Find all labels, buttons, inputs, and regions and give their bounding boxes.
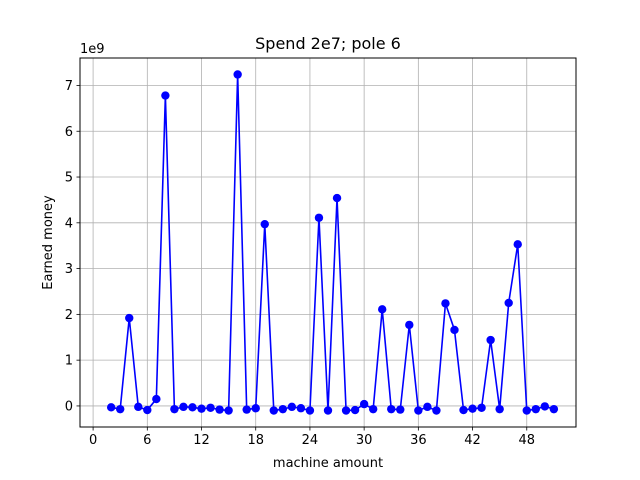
data-point [359, 399, 369, 409]
data-point [495, 404, 504, 414]
x-tick-label: 0 [89, 433, 97, 448]
y-tick-label: 5 [65, 171, 73, 186]
data-point [287, 402, 297, 412]
data-point [206, 403, 215, 412]
data-point [233, 70, 242, 79]
data-point [314, 213, 324, 222]
data-point [269, 406, 278, 415]
y-tick-label: 1 [65, 354, 73, 369]
data-point [278, 404, 288, 414]
data-point [260, 219, 269, 229]
data-point [432, 406, 441, 415]
data-point [215, 405, 224, 414]
data-point [405, 320, 414, 330]
data-point [170, 404, 179, 414]
data-point [188, 403, 197, 412]
data-point [540, 402, 550, 411]
data-point [486, 335, 495, 345]
data-point [341, 406, 351, 415]
x-tick-label: 6 [143, 433, 151, 448]
data-point [450, 325, 459, 335]
x-tick-label: 36 [410, 433, 427, 448]
data-point [332, 193, 342, 203]
x-tick-label: 24 [302, 433, 319, 448]
data-point [378, 305, 387, 314]
x-tick-label: 18 [247, 433, 264, 448]
data-point [152, 394, 161, 404]
data-point [197, 404, 206, 413]
x-tick-label: 30 [356, 433, 373, 448]
series-layer [106, 70, 559, 415]
data-point [414, 406, 423, 415]
data-point [323, 406, 333, 415]
data-point [441, 299, 450, 308]
data-point [350, 405, 360, 415]
x-tick-label: 42 [464, 433, 481, 448]
x-axis-label: machine amount [273, 456, 383, 471]
y-tick-label: 2 [65, 308, 73, 323]
data-point [522, 406, 531, 415]
data-point [549, 404, 559, 414]
data-point [531, 404, 540, 414]
data-point [143, 405, 152, 415]
data-point [116, 404, 125, 414]
data-point [242, 405, 251, 414]
data-point [396, 405, 405, 414]
data-point [125, 313, 134, 323]
data-point [459, 405, 468, 415]
x-tick-label: 12 [193, 433, 210, 448]
data-point [387, 404, 396, 414]
y-axis-label: Earned money [41, 195, 56, 290]
data-point [179, 402, 188, 412]
data-point [477, 403, 486, 412]
data-point [251, 404, 260, 413]
data-point [468, 404, 477, 413]
x-tick-label: 48 [518, 433, 535, 448]
plot-frame [79, 57, 577, 428]
data-point [106, 403, 116, 412]
data-point [504, 298, 513, 308]
data-point [224, 406, 233, 415]
y-tick-label: 6 [65, 125, 73, 140]
data-point [305, 406, 315, 415]
y-tick-label: 7 [65, 79, 73, 94]
y-tick-label: 0 [65, 399, 73, 414]
data-point [513, 240, 522, 249]
y-tick-label: 3 [65, 262, 73, 277]
data-point [296, 404, 306, 413]
y-tick-label: 4 [65, 216, 73, 231]
data-point [423, 402, 432, 412]
y-offset-label: 1e9 [80, 42, 105, 57]
data-point [368, 404, 378, 414]
chart-title: Spend 2e7; pole 6 [255, 34, 401, 53]
data-point [161, 91, 170, 100]
data-point [134, 402, 143, 412]
